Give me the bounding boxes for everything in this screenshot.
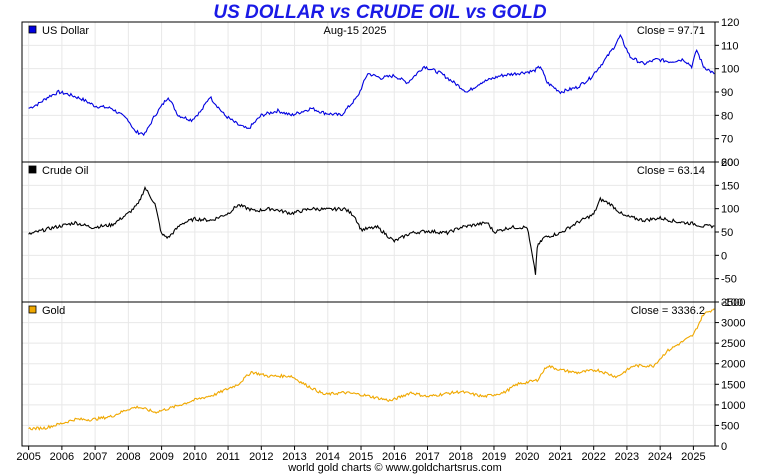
x-tick-label: 2011 xyxy=(216,451,240,463)
footer-credit: world gold charts © www.goldchartsrus.co… xyxy=(288,462,502,474)
x-tick-label: 2023 xyxy=(615,451,639,463)
chart-title: US DOLLAR vs CRUDE OIL vs GOLD xyxy=(213,2,547,23)
label-layer: 60 70 80 90 100 110 120 US Dollar Close = 97.71 -… xyxy=(16,17,745,463)
y-tick-label: 0 xyxy=(721,441,727,453)
y-tick-label: 2000 xyxy=(721,359,745,371)
series-line xyxy=(28,308,715,431)
panel-border xyxy=(21,301,716,447)
legend-label: US Dollar xyxy=(42,25,89,37)
y-tick-label: 1000 xyxy=(721,400,745,412)
y-tick-label: 120 xyxy=(721,17,739,29)
y-tick-label: 80 xyxy=(721,110,733,122)
x-tick-label: 2005 xyxy=(16,451,40,463)
x-tick-label: 2021 xyxy=(548,451,572,463)
y-tick-label: 0 xyxy=(721,250,727,262)
y-tick-label: -50 xyxy=(721,274,737,286)
y-tick-label: 500 xyxy=(721,420,739,432)
y-tick-label: 90 xyxy=(721,87,733,99)
close-value-label: Close = 63.14 xyxy=(637,165,705,177)
x-tick-label: 2012 xyxy=(249,451,273,463)
x-tick-label: 2010 xyxy=(183,451,207,463)
x-tick-label: 2017 xyxy=(415,451,439,463)
x-tick-label: 2008 xyxy=(116,451,140,463)
series-line xyxy=(28,33,715,137)
y-tick-label: 70 xyxy=(721,134,733,146)
series-line xyxy=(28,185,715,275)
close-value-label: Close = 3336.2 xyxy=(631,305,705,317)
x-tick-label: 2025 xyxy=(681,451,705,463)
close-value-label: Close = 97.71 xyxy=(637,25,705,37)
y-tick-label: 60 xyxy=(721,157,733,169)
x-tick-label: 2018 xyxy=(448,451,472,463)
x-tick-label: 2019 xyxy=(482,451,506,463)
y-tick-label: 50 xyxy=(721,227,733,239)
y-tick-label: 200 xyxy=(721,157,739,169)
x-tick-label: 2016 xyxy=(382,451,406,463)
legend-swatch xyxy=(28,25,37,34)
x-tick-label: 2022 xyxy=(581,451,605,463)
x-tick-label: 2007 xyxy=(83,451,107,463)
y-tick-label: 150 xyxy=(721,180,739,192)
legend-swatch xyxy=(28,305,37,314)
y-tick-label: 100 xyxy=(721,64,739,76)
legend-label: Gold xyxy=(42,305,65,317)
y-tick-label: -100 xyxy=(721,297,743,309)
legend-swatch xyxy=(28,165,37,174)
y-tick-label: 3500 xyxy=(721,297,745,309)
x-tick-label: 2020 xyxy=(515,451,539,463)
x-tick-label: 2014 xyxy=(316,451,340,463)
x-tick-label: 2009 xyxy=(149,451,173,463)
x-tick-label: 2006 xyxy=(50,451,74,463)
y-tick-label: 1500 xyxy=(721,379,745,391)
y-tick-label: 110 xyxy=(721,40,739,52)
y-tick-label: 2500 xyxy=(721,338,745,350)
grid-layer xyxy=(22,21,715,447)
date-label: Aug-15 2025 xyxy=(324,25,387,37)
x-tick-label: 2013 xyxy=(282,451,306,463)
series-layer xyxy=(28,33,715,431)
x-tick-label: 2024 xyxy=(648,451,672,463)
x-tick-label: 2015 xyxy=(349,451,373,463)
y-tick-label: 100 xyxy=(721,204,739,216)
legend-label: Crude Oil xyxy=(42,165,88,177)
y-tick-label: 3000 xyxy=(721,318,745,330)
axis-layer xyxy=(21,21,719,450)
